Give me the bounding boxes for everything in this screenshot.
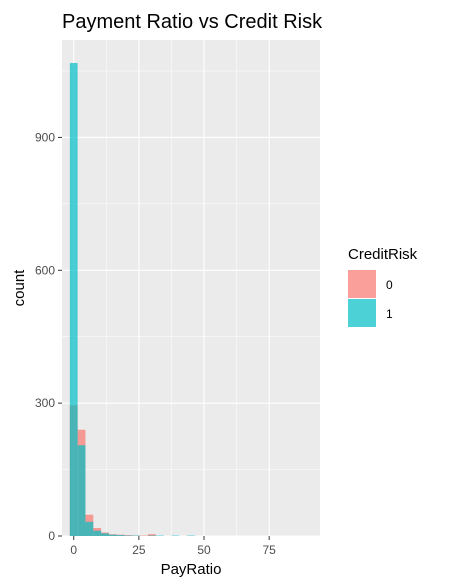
x-tick-label: 75 xyxy=(263,543,277,557)
axis-ticks: 0 25 50 75 0 300 600 900 xyxy=(35,130,276,557)
x-tick-label: 50 xyxy=(197,543,211,557)
x-tick-label: 0 xyxy=(70,543,77,557)
bar-series-1 xyxy=(93,530,102,536)
bar-series-1 xyxy=(108,534,117,536)
bar-series-1 xyxy=(101,533,109,536)
y-axis-title: count xyxy=(11,269,28,307)
chart-title: Payment Ratio vs Credit Risk xyxy=(62,11,323,33)
bar-series-1 xyxy=(69,63,78,537)
bar-series-1 xyxy=(77,445,86,536)
legend-title: CreditRisk xyxy=(348,246,418,263)
x-tick-label: 25 xyxy=(132,543,146,557)
bar-series-0 xyxy=(148,534,156,536)
legend-label-1: 1 xyxy=(386,307,393,321)
legend-key-0 xyxy=(348,270,376,298)
y-tick-label: 300 xyxy=(35,396,55,410)
legend-key-1 xyxy=(348,299,376,327)
histogram-bars xyxy=(69,63,195,537)
x-axis-title: PayRatio xyxy=(161,561,222,578)
legend: CreditRisk 0 1 xyxy=(348,246,418,327)
legend-label-0: 0 xyxy=(386,278,393,292)
plot-panel xyxy=(62,40,320,536)
y-tick-label: 600 xyxy=(35,263,55,277)
y-tick-label: 0 xyxy=(48,529,55,543)
bar-series-1 xyxy=(116,535,125,536)
bar-series-1 xyxy=(85,521,94,536)
y-tick-label: 900 xyxy=(35,130,55,144)
